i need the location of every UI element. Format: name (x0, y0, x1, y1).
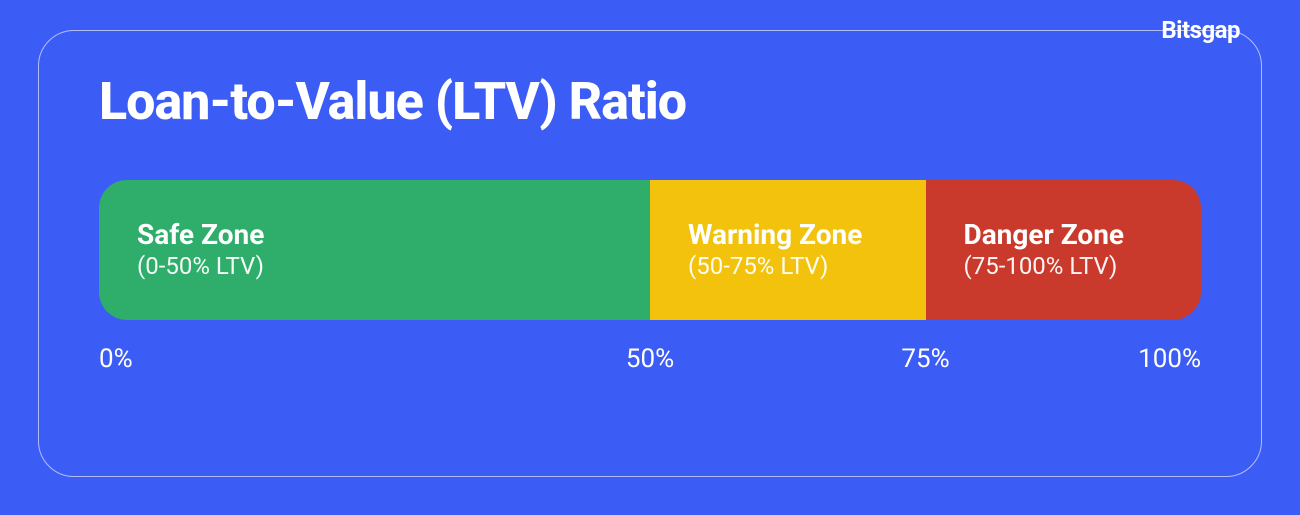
segment-label: Safe Zone (137, 218, 650, 252)
segment-sublabel: (0-50% LTV) (137, 251, 650, 282)
ltv-bar: Safe Zone(0-50% LTV)Warning Zone(50-75% … (99, 180, 1201, 320)
ltv-chart: Safe Zone(0-50% LTV)Warning Zone(50-75% … (99, 180, 1201, 384)
page-title: Loan-to-Value (LTV) Ratio (99, 71, 1201, 132)
ltv-ticks: 0% 50% 75% 100% (99, 344, 1201, 384)
segment-label: Warning Zone (688, 218, 926, 252)
ltv-segment: Safe Zone(0-50% LTV) (99, 180, 650, 320)
ltv-segment: Danger Zone(75-100% LTV) (926, 180, 1202, 320)
axis-tick: 50% (626, 344, 674, 374)
ltv-segment: Warning Zone(50-75% LTV) (650, 180, 926, 320)
axis-tick: 75% (901, 344, 949, 374)
segment-sublabel: (50-75% LTV) (688, 251, 926, 282)
axis-tick: 100% (1138, 344, 1201, 374)
card-frame: Loan-to-Value (LTV) Ratio Safe Zone(0-50… (38, 30, 1262, 477)
axis-tick: 0% (99, 344, 133, 374)
segment-label: Danger Zone (964, 218, 1202, 252)
segment-sublabel: (75-100% LTV) (964, 251, 1202, 282)
